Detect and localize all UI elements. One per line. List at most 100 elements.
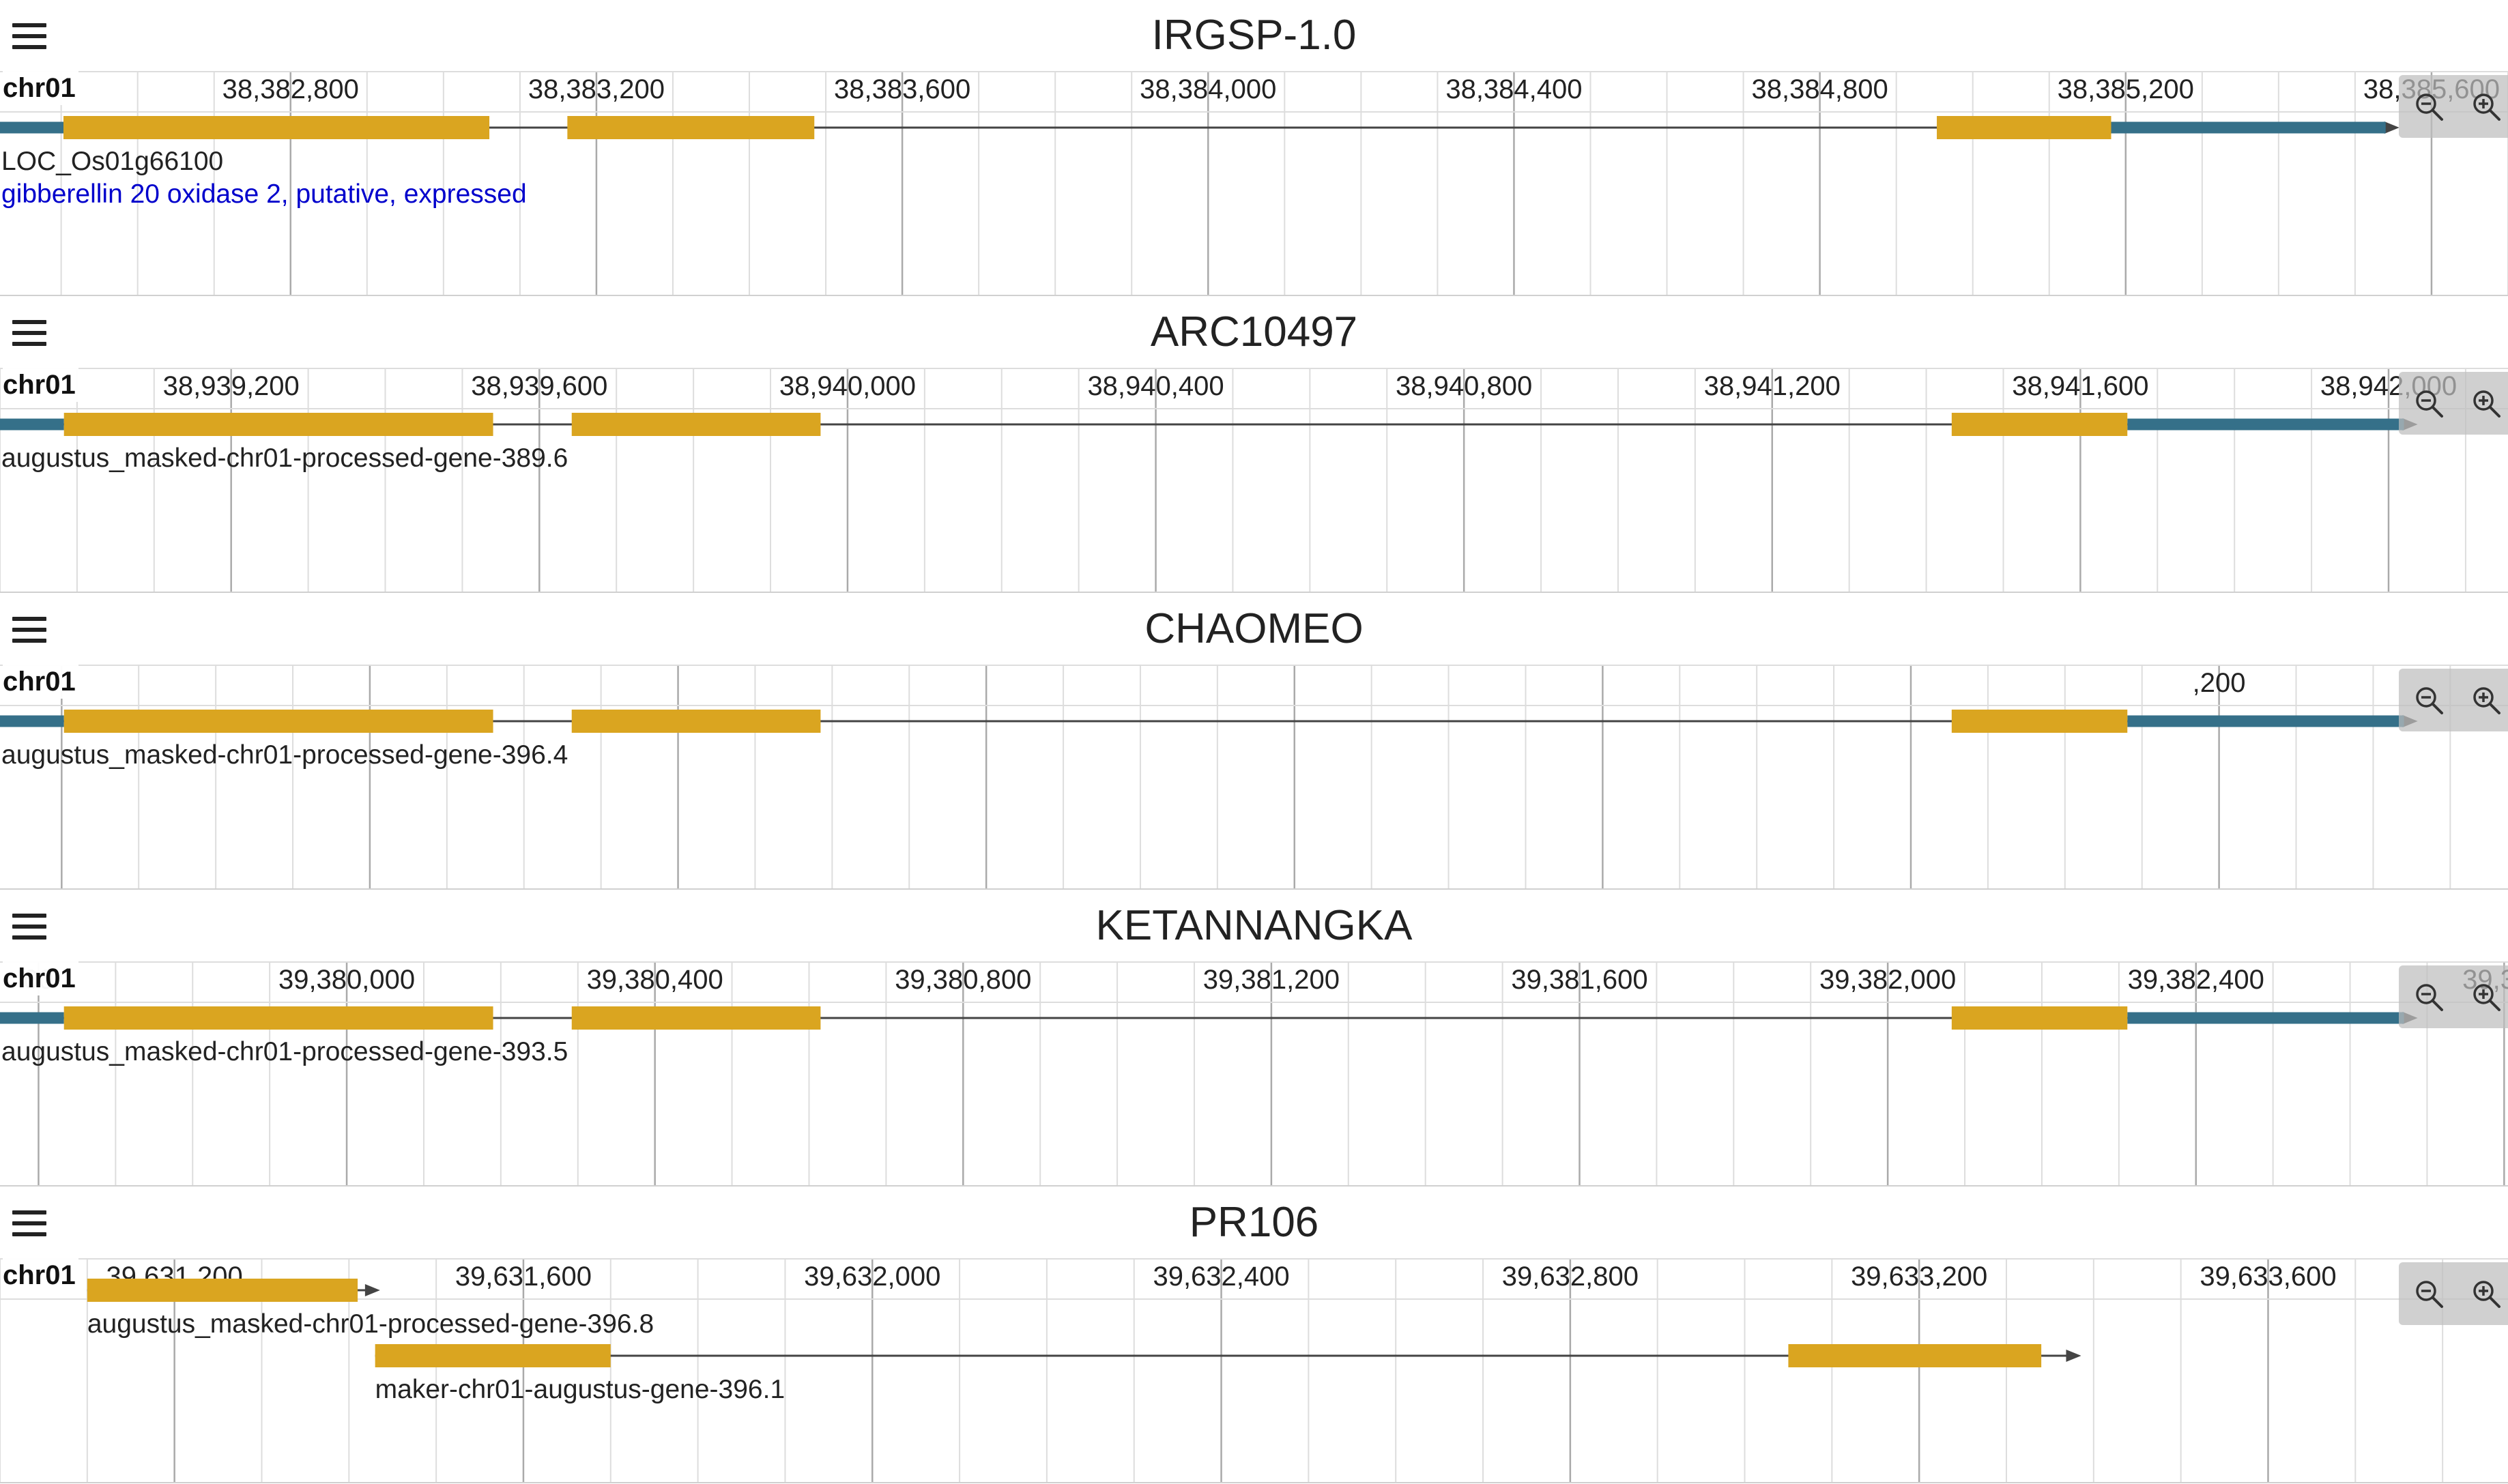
utr-block bbox=[2127, 1012, 2404, 1024]
track-canvas[interactable]: 38,382,800 38,383,200 38,383,600 38,384,000… bbox=[0, 72, 2508, 296]
cds-block bbox=[1951, 413, 2128, 436]
ruler-tick-label: 39,382,400 bbox=[2128, 965, 2264, 995]
gene-feature[interactable]: LOC_Os01g66100 gibberellin 20 oxidase 2, … bbox=[0, 116, 2399, 209]
ruler-tick-label: 39,632,400 bbox=[1153, 1262, 1289, 1292]
cds-block bbox=[63, 710, 493, 733]
cds-block bbox=[1951, 710, 2128, 733]
utr-block bbox=[0, 418, 64, 431]
utr-block bbox=[2127, 418, 2404, 431]
assembly-title: PR106 bbox=[1189, 1199, 1319, 1246]
linear-genome-view-panel: ARC10497 38,939,200 38,939,600 38,940,000 3… bbox=[0, 297, 2508, 594]
cds-block bbox=[571, 1006, 821, 1030]
ref-name-label: chr01 bbox=[3, 368, 78, 402]
zoom-in-icon[interactable] bbox=[2470, 1277, 2503, 1310]
feature-name-label: augustus_masked-chr01-processed-gene-396… bbox=[1, 740, 568, 770]
linear-genome-view-panel: IRGSP-1.0 38,382,800 38,383,200 38,383,600… bbox=[0, 0, 2508, 297]
linear-genome-view-panel: PR106 39,631,200 39,631,600 39,632,000 39,6… bbox=[0, 1187, 2508, 1484]
ref-name-label: chr01 bbox=[3, 961, 78, 995]
zoom-controls bbox=[2399, 965, 2508, 1028]
view-menu-icon[interactable] bbox=[10, 22, 49, 52]
ruler-tick-label: 38,385,200 bbox=[2058, 74, 2194, 104]
gene-feature[interactable]: augustus_masked-chr01-processed-gene-389… bbox=[0, 413, 2418, 473]
ruler-tick-label: 38,941,600 bbox=[2012, 371, 2148, 401]
strand-arrow bbox=[2066, 1350, 2081, 1362]
ruler-tick-label: 38,382,800 bbox=[222, 74, 359, 104]
assembly-title: KETANNANGKA bbox=[1095, 902, 1413, 949]
gene-feature[interactable]: augustus_masked-chr01-processed-gene-396… bbox=[0, 710, 2418, 770]
utr-block bbox=[0, 715, 64, 727]
zoom-out-icon[interactable] bbox=[2412, 980, 2445, 1013]
cds-block bbox=[63, 1006, 493, 1030]
ruler-tick-label: 39,382,000 bbox=[1819, 965, 1956, 995]
feature-name-label: LOC_Os01g66100 bbox=[1, 147, 223, 176]
linear-genome-view-panel: KETANNANGKA 0039,380,00039,380,40039,380… bbox=[0, 890, 2508, 1187]
feature-description-label: gibberellin 20 oxidase 2, putative, expr… bbox=[1, 179, 527, 209]
ruler-tick-label: 38,383,600 bbox=[834, 74, 970, 104]
view-menu-icon[interactable] bbox=[10, 1209, 49, 1239]
ref-name-label: chr01 bbox=[3, 1258, 78, 1292]
cds-block bbox=[1788, 1344, 2042, 1367]
track-area[interactable]: 38,382,800 38,383,200 38,383,600 38,384,000… bbox=[0, 71, 2508, 296]
track-area[interactable]: ,200 augustus_masked-chr01-processed-gene… bbox=[0, 665, 2508, 890]
strand-arrow bbox=[364, 1284, 380, 1296]
ruler-tick-label: 38,941,200 bbox=[1704, 371, 1841, 401]
ruler-tick-label: 39,632,800 bbox=[1502, 1262, 1639, 1292]
cds-block bbox=[1937, 116, 2111, 139]
zoom-controls bbox=[2399, 372, 2508, 435]
view-menu-icon[interactable] bbox=[10, 912, 49, 942]
ruler-tick-label: 39,633,200 bbox=[1851, 1262, 1987, 1292]
view-menu-icon[interactable] bbox=[10, 319, 49, 349]
gene-feature[interactable]: augustus_masked-chr01-processed-gene-396… bbox=[87, 1279, 654, 1339]
zoom-in-icon[interactable] bbox=[2470, 684, 2503, 716]
ruler-tick-label: 39,381,600 bbox=[1511, 965, 1647, 995]
utr-block bbox=[0, 1012, 64, 1024]
utr-block bbox=[0, 121, 63, 134]
ruler-tick-label: 39,380,800 bbox=[895, 965, 1031, 995]
assembly-title: CHAOMEO bbox=[1144, 605, 1364, 652]
zoom-in-icon[interactable] bbox=[2470, 387, 2503, 420]
zoom-controls bbox=[2399, 1262, 2508, 1325]
zoom-out-icon[interactable] bbox=[2412, 1277, 2445, 1310]
cds-block bbox=[567, 116, 815, 139]
cds-block bbox=[571, 710, 821, 733]
zoom-controls bbox=[2399, 669, 2508, 731]
ruler-tick-label: 38,384,800 bbox=[1752, 74, 1888, 104]
zoom-in-icon[interactable] bbox=[2470, 90, 2503, 123]
cds-block bbox=[63, 413, 493, 436]
gene-feature[interactable]: augustus_masked-chr01-processed-gene-393… bbox=[0, 1006, 2418, 1066]
linear-genome-view-panel: CHAOMEO ,200 augustus_masked-chr01-proces… bbox=[0, 594, 2508, 890]
feature-name-label: maker-chr01-augustus-gene-396.1 bbox=[375, 1375, 785, 1404]
ruler-tick-label: 38,939,200 bbox=[163, 371, 300, 401]
cds-block bbox=[63, 116, 490, 139]
track-canvas[interactable]: ,200 augustus_masked-chr01-processed-gene… bbox=[0, 666, 2508, 890]
ruler-tick-label: 38,384,400 bbox=[1445, 74, 1582, 104]
strand-arrow bbox=[2384, 121, 2399, 134]
ruler-tick-label: ,200 bbox=[2193, 668, 2246, 698]
ruler-tick-label: 38,939,600 bbox=[471, 371, 607, 401]
zoom-controls bbox=[2399, 75, 2508, 138]
ruler-tick-label: 38,940,800 bbox=[1396, 371, 1532, 401]
zoom-in-icon[interactable] bbox=[2470, 980, 2503, 1013]
cds-block bbox=[375, 1344, 611, 1367]
ruler-tick-label: 38,940,000 bbox=[779, 371, 916, 401]
ruler-tick-label: 38,383,200 bbox=[528, 74, 665, 104]
track-area[interactable]: 39,631,200 39,631,600 39,632,000 39,632,400… bbox=[0, 1258, 2508, 1483]
ref-name-label: chr01 bbox=[3, 665, 78, 699]
gene-feature[interactable]: maker-chr01-augustus-gene-396.1 bbox=[375, 1344, 2081, 1404]
track-area[interactable]: 0039,380,00039,380,40039,380,80039,381,2… bbox=[0, 961, 2508, 1187]
ruler-tick-label: 39,380,000 bbox=[278, 965, 415, 995]
track-canvas[interactable]: 39,631,200 39,631,600 39,632,000 39,632,400… bbox=[0, 1260, 2508, 1483]
track-area[interactable]: 38,939,200 38,939,600 38,940,000 38,940,400… bbox=[0, 368, 2508, 593]
ruler-tick-label: 39,633,600 bbox=[2200, 1262, 2336, 1292]
zoom-out-icon[interactable] bbox=[2412, 387, 2445, 420]
zoom-out-icon[interactable] bbox=[2412, 684, 2445, 716]
view-menu-icon[interactable] bbox=[10, 615, 49, 645]
track-canvas[interactable]: 0039,380,00039,380,40039,380,80039,381,2… bbox=[0, 963, 2508, 1187]
cds-block bbox=[571, 413, 821, 436]
track-canvas[interactable]: 38,939,200 38,939,600 38,940,000 38,940,400… bbox=[0, 369, 2508, 593]
feature-name-label: augustus_masked-chr01-processed-gene-393… bbox=[1, 1037, 568, 1066]
ruler-tick-label: 39,380,400 bbox=[587, 965, 723, 995]
zoom-out-icon[interactable] bbox=[2412, 90, 2445, 123]
ruler-tick-label: 38,940,400 bbox=[1087, 371, 1224, 401]
feature-name-label: augustus_masked-chr01-processed-gene-389… bbox=[1, 443, 568, 473]
